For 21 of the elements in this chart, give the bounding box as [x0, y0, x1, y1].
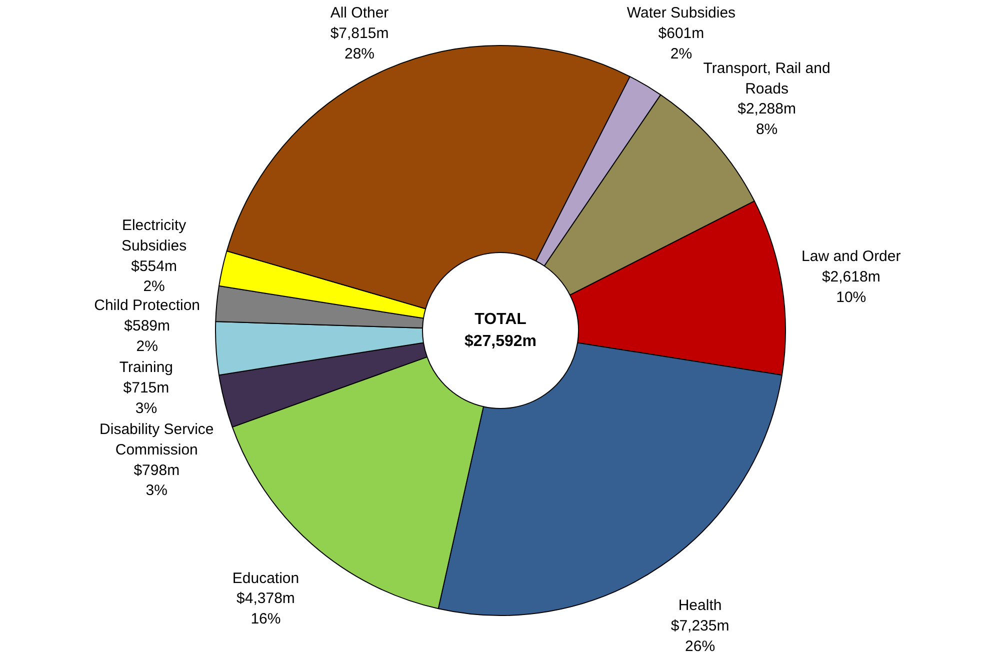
- data-label: $7,235m 26%: [670, 618, 730, 655]
- slice-label: Education: [232, 570, 300, 587]
- data-label: $589m 2%: [124, 317, 170, 355]
- data-label: $4,378m 16%: [236, 590, 295, 628]
- text: TOTAL $27,592m: [464, 310, 537, 350]
- slice-label: Disability Service Commission: [100, 421, 214, 458]
- slice-label: Child Protection: [94, 297, 200, 314]
- data-label: $2,618m 10%: [822, 268, 880, 306]
- slice-label: Law and Order: [802, 248, 901, 265]
- data-label: $715m 3%: [123, 379, 170, 417]
- data-label: $2,288m 8%: [738, 100, 796, 138]
- data-label: $798m 3%: [134, 462, 180, 500]
- data-label: $7,815m 28%: [330, 24, 389, 62]
- data-label: $554m 2%: [131, 258, 177, 296]
- slice-label: Water Subsidies: [626, 4, 736, 22]
- slice-label: Transport, Rail and Roads: [703, 60, 830, 98]
- slice-label: Electricity Subsidies: [122, 217, 187, 254]
- slice-label: All Other: [330, 4, 389, 22]
- slice-label: Health: [678, 597, 722, 614]
- data-label: $601m 2%: [658, 24, 704, 62]
- slice-label: Training: [119, 359, 174, 376]
